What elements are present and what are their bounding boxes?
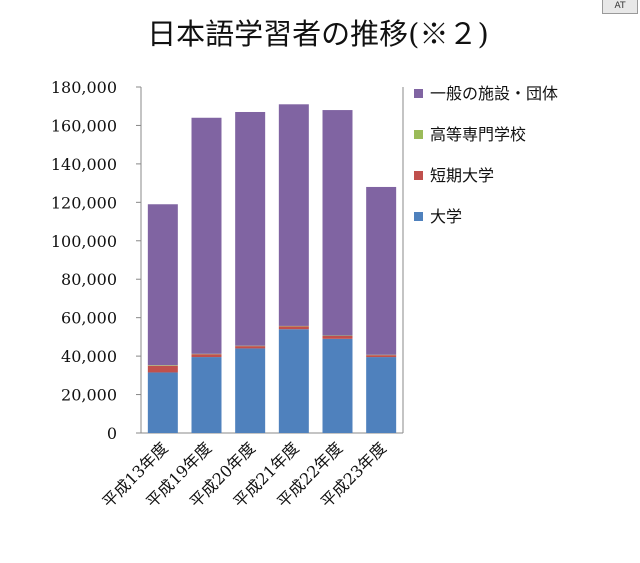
corner-badge: AT bbox=[602, 0, 638, 14]
y-ticks: 0 20,000 40,000 60,000 80,000 100,000 120,000 1… bbox=[51, 78, 141, 443]
y-tick-label: 80,000 bbox=[61, 270, 117, 289]
y-tick-label: 180,000 bbox=[51, 78, 117, 97]
legend-swatch bbox=[414, 89, 423, 98]
y-tick-label: 40,000 bbox=[61, 347, 117, 366]
bar-segment bbox=[235, 111, 266, 346]
chart-title: 日本語学習者の推移(※２) bbox=[147, 17, 489, 51]
bar-segment bbox=[235, 346, 266, 349]
bar-segment bbox=[322, 335, 353, 339]
bar-segment bbox=[278, 329, 309, 433]
bar-segment bbox=[322, 110, 353, 336]
bar-segment bbox=[191, 357, 222, 433]
bar-segment bbox=[278, 104, 309, 326]
bar-segment bbox=[147, 372, 178, 433]
y-tick-label: 0 bbox=[107, 424, 117, 443]
bar-segment bbox=[147, 365, 178, 366]
legend-swatch bbox=[414, 171, 423, 180]
legend-label: 大学 bbox=[430, 207, 462, 226]
bar-segment bbox=[191, 117, 222, 354]
y-tick-label: 20,000 bbox=[61, 386, 117, 405]
bar-segment bbox=[191, 354, 222, 358]
legend-swatch bbox=[414, 130, 423, 139]
bar-segment bbox=[235, 348, 266, 433]
y-tick-label: 120,000 bbox=[51, 193, 117, 212]
y-tick-label: 60,000 bbox=[61, 309, 117, 328]
legend-label: 一般の施設・団体 bbox=[430, 84, 558, 103]
bar-segment bbox=[147, 204, 178, 366]
y-tick-label: 100,000 bbox=[51, 232, 117, 251]
bar-segment bbox=[366, 355, 397, 358]
legend-swatch bbox=[414, 212, 423, 221]
bar-segment bbox=[322, 338, 353, 433]
bar-segment bbox=[147, 365, 178, 373]
bars bbox=[147, 104, 397, 433]
legend-label: 短期大学 bbox=[430, 166, 494, 185]
y-tick-label: 140,000 bbox=[51, 155, 117, 174]
bar-segment bbox=[366, 357, 397, 433]
bar-segment bbox=[278, 326, 309, 330]
y-tick-label: 160,000 bbox=[51, 116, 117, 135]
bar-segment bbox=[366, 186, 397, 355]
legend-label: 高等専門学校 bbox=[430, 125, 526, 144]
